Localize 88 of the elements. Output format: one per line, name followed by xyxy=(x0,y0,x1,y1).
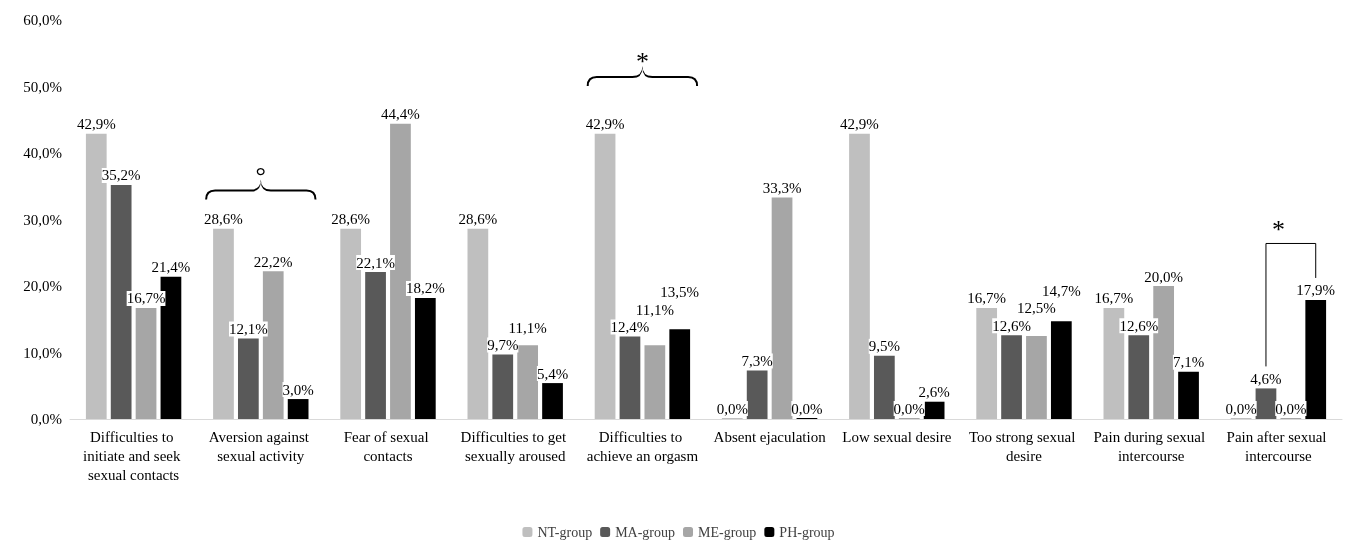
data-label: 42,9% xyxy=(840,116,879,133)
data-label: 16,7% xyxy=(126,290,166,307)
data-label: 7,3% xyxy=(741,352,773,369)
x-tick-label: Absent ejaculation xyxy=(713,428,827,445)
y-tick-label: 60,0% xyxy=(23,12,62,28)
bar xyxy=(771,197,793,419)
data-label: 12,5% xyxy=(1017,300,1056,317)
data-label: 7,1% xyxy=(1172,354,1205,371)
bar xyxy=(1050,321,1072,419)
legend-label: MA-group xyxy=(615,524,676,540)
annotation: ° xyxy=(255,161,266,191)
data-label: 12,6% xyxy=(992,317,1031,334)
x-tick-label: Difficulties to initiate and seek sexual contacts xyxy=(82,428,185,483)
y-tick-label: 0,0% xyxy=(30,411,62,427)
x-tick-label: Aversion against sexual activity xyxy=(208,428,313,464)
y-tick-label: 10,0% xyxy=(23,344,62,361)
bar xyxy=(669,329,691,419)
data-label: 16,7% xyxy=(1094,290,1134,307)
bar xyxy=(1026,335,1047,419)
data-label: 12,1% xyxy=(228,321,268,338)
bar xyxy=(365,272,386,419)
data-label: 11,1% xyxy=(635,301,674,318)
bar xyxy=(287,399,309,419)
bar xyxy=(619,336,641,419)
data-label: 12,6% xyxy=(1119,317,1159,334)
bar xyxy=(517,345,539,419)
data-label: 22,2% xyxy=(253,253,293,270)
legend-label: PH-group xyxy=(779,524,835,540)
x-tick-label: Low sexual desire xyxy=(842,428,952,445)
legend-label: ME-group xyxy=(698,524,757,540)
data-label: 42,9% xyxy=(76,116,116,133)
bar xyxy=(1178,371,1199,419)
data-label: 0,0% xyxy=(716,400,748,417)
bar xyxy=(1001,335,1022,419)
data-label: 28,6% xyxy=(331,211,371,228)
data-label: 22,1% xyxy=(356,254,395,271)
data-label: 21,4% xyxy=(151,259,191,276)
data-label: 33,3% xyxy=(762,180,802,197)
data-label: 0,0% xyxy=(893,400,925,417)
x-tick-label: Difficulties to achieve an orgasm xyxy=(586,428,699,464)
bar xyxy=(873,355,895,419)
bar xyxy=(414,297,436,419)
data-label: 44,4% xyxy=(381,106,420,123)
data-label: 13,5% xyxy=(660,283,700,300)
bar xyxy=(923,401,945,419)
x-tick-label: Pain after sexual intercourse xyxy=(1226,428,1331,464)
data-label: 3,0% xyxy=(282,381,314,398)
y-tick-label: 20,0% xyxy=(23,278,62,294)
data-label: 28,6% xyxy=(204,211,243,228)
data-label: 0,0% xyxy=(1275,400,1307,417)
y-tick-label: 30,0% xyxy=(23,211,62,228)
data-label: 12,4% xyxy=(610,319,650,336)
bar xyxy=(1128,335,1150,419)
data-label: 9,7% xyxy=(487,336,519,353)
data-label: 0,0% xyxy=(791,400,823,417)
data-label: 2,6% xyxy=(918,384,950,401)
data-label: 11,1% xyxy=(508,319,547,336)
data-label: 17,9% xyxy=(1296,282,1336,299)
data-label: 35,2% xyxy=(101,167,141,184)
bar xyxy=(467,228,489,419)
bar xyxy=(542,383,563,419)
x-tick-label: Difficulties to get sexually aroused xyxy=(460,428,570,464)
x-tick-label: Fear of sexual contacts xyxy=(343,428,433,464)
data-label: 18,2% xyxy=(405,280,445,297)
y-tick-label: 40,0% xyxy=(23,145,62,161)
bar xyxy=(237,338,259,419)
bar xyxy=(746,370,768,419)
data-label: 5,4% xyxy=(536,365,569,382)
bar xyxy=(1305,299,1327,419)
data-label: 20,0% xyxy=(1144,268,1184,285)
annotation: * xyxy=(1271,214,1285,244)
data-label: 42,9% xyxy=(585,116,625,133)
data-label: 4,6% xyxy=(1250,370,1282,387)
data-label: 16,7% xyxy=(967,290,1007,307)
y-tick-label: 50,0% xyxy=(23,78,62,95)
bar xyxy=(644,345,666,419)
annotation: * xyxy=(635,47,649,77)
data-label: 28,6% xyxy=(458,211,498,228)
legend-label: NT-group xyxy=(537,524,593,540)
x-tick-label: Too strong sexual desire xyxy=(968,428,1080,464)
data-label: 9,5% xyxy=(868,338,900,355)
bar xyxy=(1255,388,1277,419)
bar xyxy=(849,133,870,419)
bar xyxy=(492,354,514,419)
data-label: 0,0% xyxy=(1225,400,1257,417)
data-label: 14,7% xyxy=(1041,282,1081,299)
x-tick-label: Pain during sexual intercourse xyxy=(1093,428,1209,464)
bar xyxy=(135,307,157,419)
